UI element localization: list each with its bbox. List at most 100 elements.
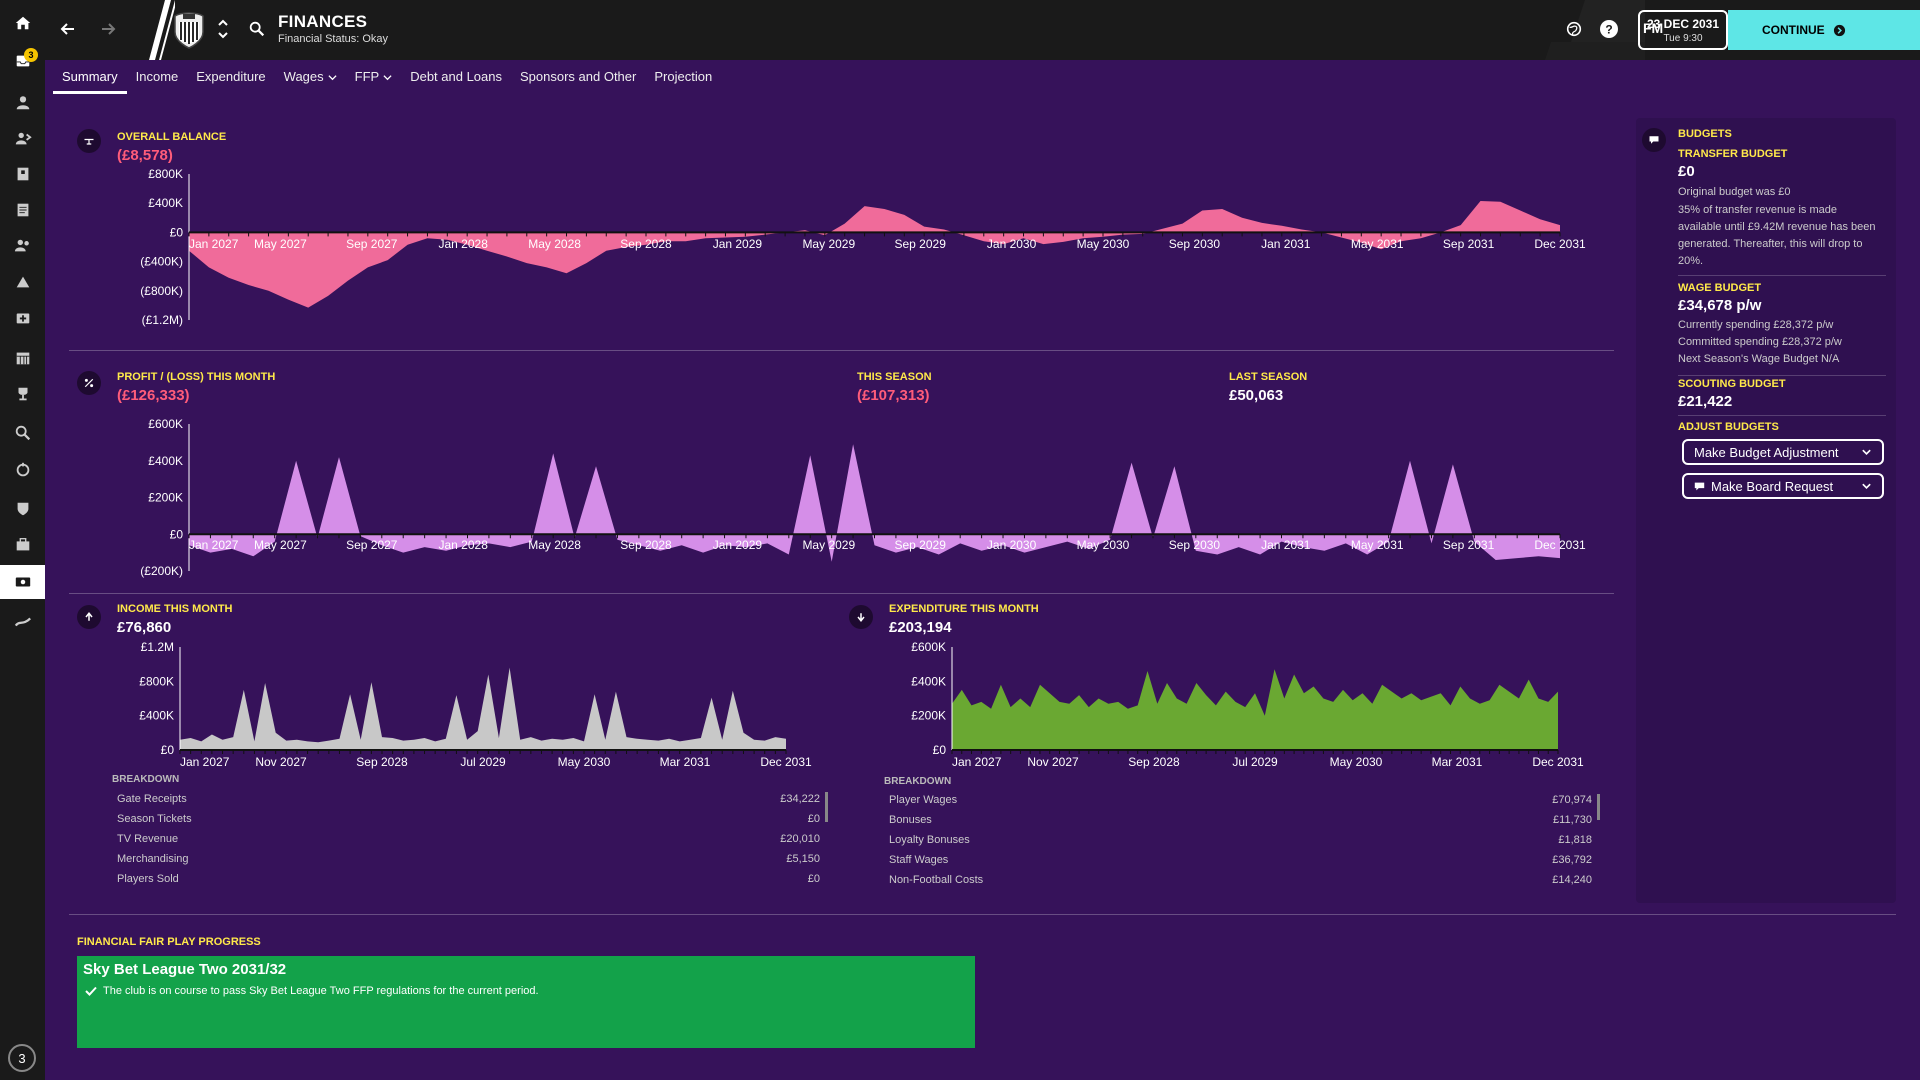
x-tick-label: Sep 2029 — [895, 237, 947, 251]
forward-arrow-icon[interactable] — [93, 14, 123, 44]
x-tick-label: Nov 2027 — [255, 755, 307, 769]
y-tick-label: £400K — [911, 674, 946, 688]
x-tick-label: May 2028 — [528, 237, 581, 251]
check-icon — [85, 986, 97, 996]
training-icon[interactable] — [0, 267, 45, 297]
adjust-budgets-label: ADJUST BUDGETS — [1678, 421, 1779, 433]
income-chart: £1.2M £800K £400K £0 Jan 2027 Nov 2027 Sep 202… — [139, 640, 812, 769]
staff-icon[interactable] — [0, 231, 45, 261]
income-breakdown-row-value: £0 — [807, 873, 820, 885]
reports-icon[interactable] — [0, 195, 45, 225]
x-tick-label: Dec 2031 — [760, 755, 812, 769]
y-tick-label: £200K — [148, 491, 183, 505]
tab-ffp[interactable]: FFP — [346, 60, 402, 94]
x-tick-label: May 2030 — [558, 755, 611, 769]
expenditure-breakdown-row-name: Non-Football Costs — [889, 874, 984, 886]
y-tick-label: (£800K) — [140, 284, 183, 298]
expenditure-scrollbar[interactable] — [1597, 794, 1600, 820]
club-crest-icon[interactable] — [171, 10, 207, 50]
x-tick-label: May 2030 — [1077, 538, 1130, 552]
continue-label: CONTINUE — [1762, 23, 1825, 37]
x-tick-label: Sep 2027 — [346, 237, 398, 251]
inbox-badge: 3 — [24, 48, 38, 62]
series-area — [952, 669, 1558, 750]
x-tick-label: May 2028 — [528, 538, 581, 552]
top-bar: FINANCES Financial Status: Okay ? FM 23 … — [45, 0, 1920, 60]
income-breakdown-row-name: Season Tickets — [117, 813, 192, 825]
scouting-icon[interactable] — [0, 418, 45, 448]
percent-icon — [77, 371, 101, 395]
expenditure-chart: £600K £400K £200K £0 Jan 2027 Nov 2027 Sep 202… — [911, 640, 1584, 769]
finances-icon[interactable] — [0, 565, 45, 599]
data-hub-icon[interactable] — [0, 455, 45, 485]
tab-label: Income — [135, 69, 179, 84]
profit-month-label: PROFIT / (LOSS) THIS MONTH — [117, 371, 276, 383]
calendar-icon[interactable] — [0, 343, 45, 373]
home-icon[interactable] — [0, 8, 45, 38]
chat-bubble-icon — [1642, 128, 1666, 152]
back-arrow-icon[interactable] — [53, 14, 83, 44]
y-tick-label: £400K — [148, 196, 183, 210]
expenditure-month-value: £203,194 — [889, 619, 952, 636]
y-tick-label: £200K — [911, 709, 946, 723]
club-info-icon[interactable] — [0, 494, 45, 524]
x-tick-label: Jul 2029 — [460, 755, 506, 769]
ffp-status-card[interactable]: Sky Bet League Two 2031/32 The club is o… — [77, 956, 975, 1048]
continue-button[interactable]: CONTINUE — [1728, 10, 1920, 50]
expenditure-breakdown-row-value: £11,730 — [1553, 814, 1592, 826]
tab-income[interactable]: Income — [127, 60, 188, 94]
ffp-message: The club is on course to pass Sky Bet Le… — [103, 985, 539, 997]
tab-wages[interactable]: Wages — [275, 60, 346, 94]
fm-menu-button[interactable]: FM — [1643, 20, 1664, 36]
dev-centre-icon[interactable] — [0, 607, 45, 637]
tactics-icon[interactable] — [0, 159, 45, 189]
y-tick-label: £0 — [161, 743, 175, 757]
inbox-icon[interactable] — [0, 46, 45, 76]
club-vision-icon[interactable] — [0, 530, 45, 560]
notification-counter[interactable]: 3 — [8, 1044, 36, 1072]
expenditure-breakdown-row-value: £14,240 — [1552, 874, 1592, 886]
x-tick-label: Sep 2031 — [1443, 237, 1495, 251]
ffp-progress-title: FINANCIAL FAIR PLAY PROGRESS — [77, 936, 261, 948]
profit-month-value: (£126,333) — [117, 387, 190, 404]
y-tick-label: £600K — [148, 417, 183, 431]
x-tick-label: May 2030 — [1330, 755, 1383, 769]
income-scrollbar[interactable] — [825, 792, 828, 822]
y-tick-label: £0 — [933, 743, 947, 757]
income-breakdown-label: BREAKDOWN — [112, 774, 180, 785]
overall-balance-value: (£8,578) — [117, 147, 173, 164]
world-icon[interactable] — [1559, 14, 1589, 44]
trophy-icon[interactable] — [0, 379, 45, 409]
x-tick-label: Jan 2029 — [713, 237, 763, 251]
budget-separator — [1678, 415, 1886, 416]
chevron-down-icon — [1862, 449, 1871, 456]
section-divider — [69, 914, 1896, 915]
tab-summary[interactable]: Summary — [53, 60, 127, 94]
search-icon[interactable] — [242, 14, 272, 44]
x-tick-label: Sep 2028 — [620, 237, 672, 251]
income-breakdown-row-value: £20,010 — [780, 833, 820, 845]
make-budget-adjustment-button[interactable]: Make Budget Adjustment — [1682, 439, 1884, 465]
club-switch-chevrons-icon[interactable] — [215, 14, 231, 44]
help-icon[interactable]: ? — [1594, 14, 1624, 44]
medical-icon[interactable] — [0, 303, 45, 333]
squad-icon[interactable] — [0, 88, 45, 118]
income-breakdown-row-value: £5,150 — [786, 853, 820, 865]
tab-projection[interactable]: Projection — [645, 60, 721, 94]
tab-debt-and-loans[interactable]: Debt and Loans — [401, 60, 511, 94]
date-display[interactable]: 23 DEC 2031 Tue 9:30 — [1638, 10, 1728, 50]
x-tick-label: Jan 2027 — [189, 538, 239, 552]
wage-current-spending: Currently spending £28,372 p/w — [1678, 319, 1834, 331]
transfers-icon[interactable] — [0, 124, 45, 154]
x-tick-label: Jan 2030 — [987, 237, 1037, 251]
y-tick-label: (£1.2M) — [142, 313, 183, 327]
tab-expenditure[interactable]: Expenditure — [187, 60, 274, 94]
tab-sponsors[interactable]: Sponsors and Other — [511, 60, 645, 94]
make-board-request-button[interactable]: Make Board Request — [1682, 473, 1884, 499]
last-season-value: £50,063 — [1229, 387, 1284, 404]
x-tick-label: Sep 2031 — [1443, 538, 1495, 552]
y-tick-label: £0 — [170, 527, 184, 541]
budgets-panel: BUDGETS TRANSFER BUDGET £0 Original budg… — [1636, 118, 1896, 903]
x-tick-label: Sep 2030 — [1169, 237, 1221, 251]
page-title: FINANCES — [278, 12, 368, 31]
